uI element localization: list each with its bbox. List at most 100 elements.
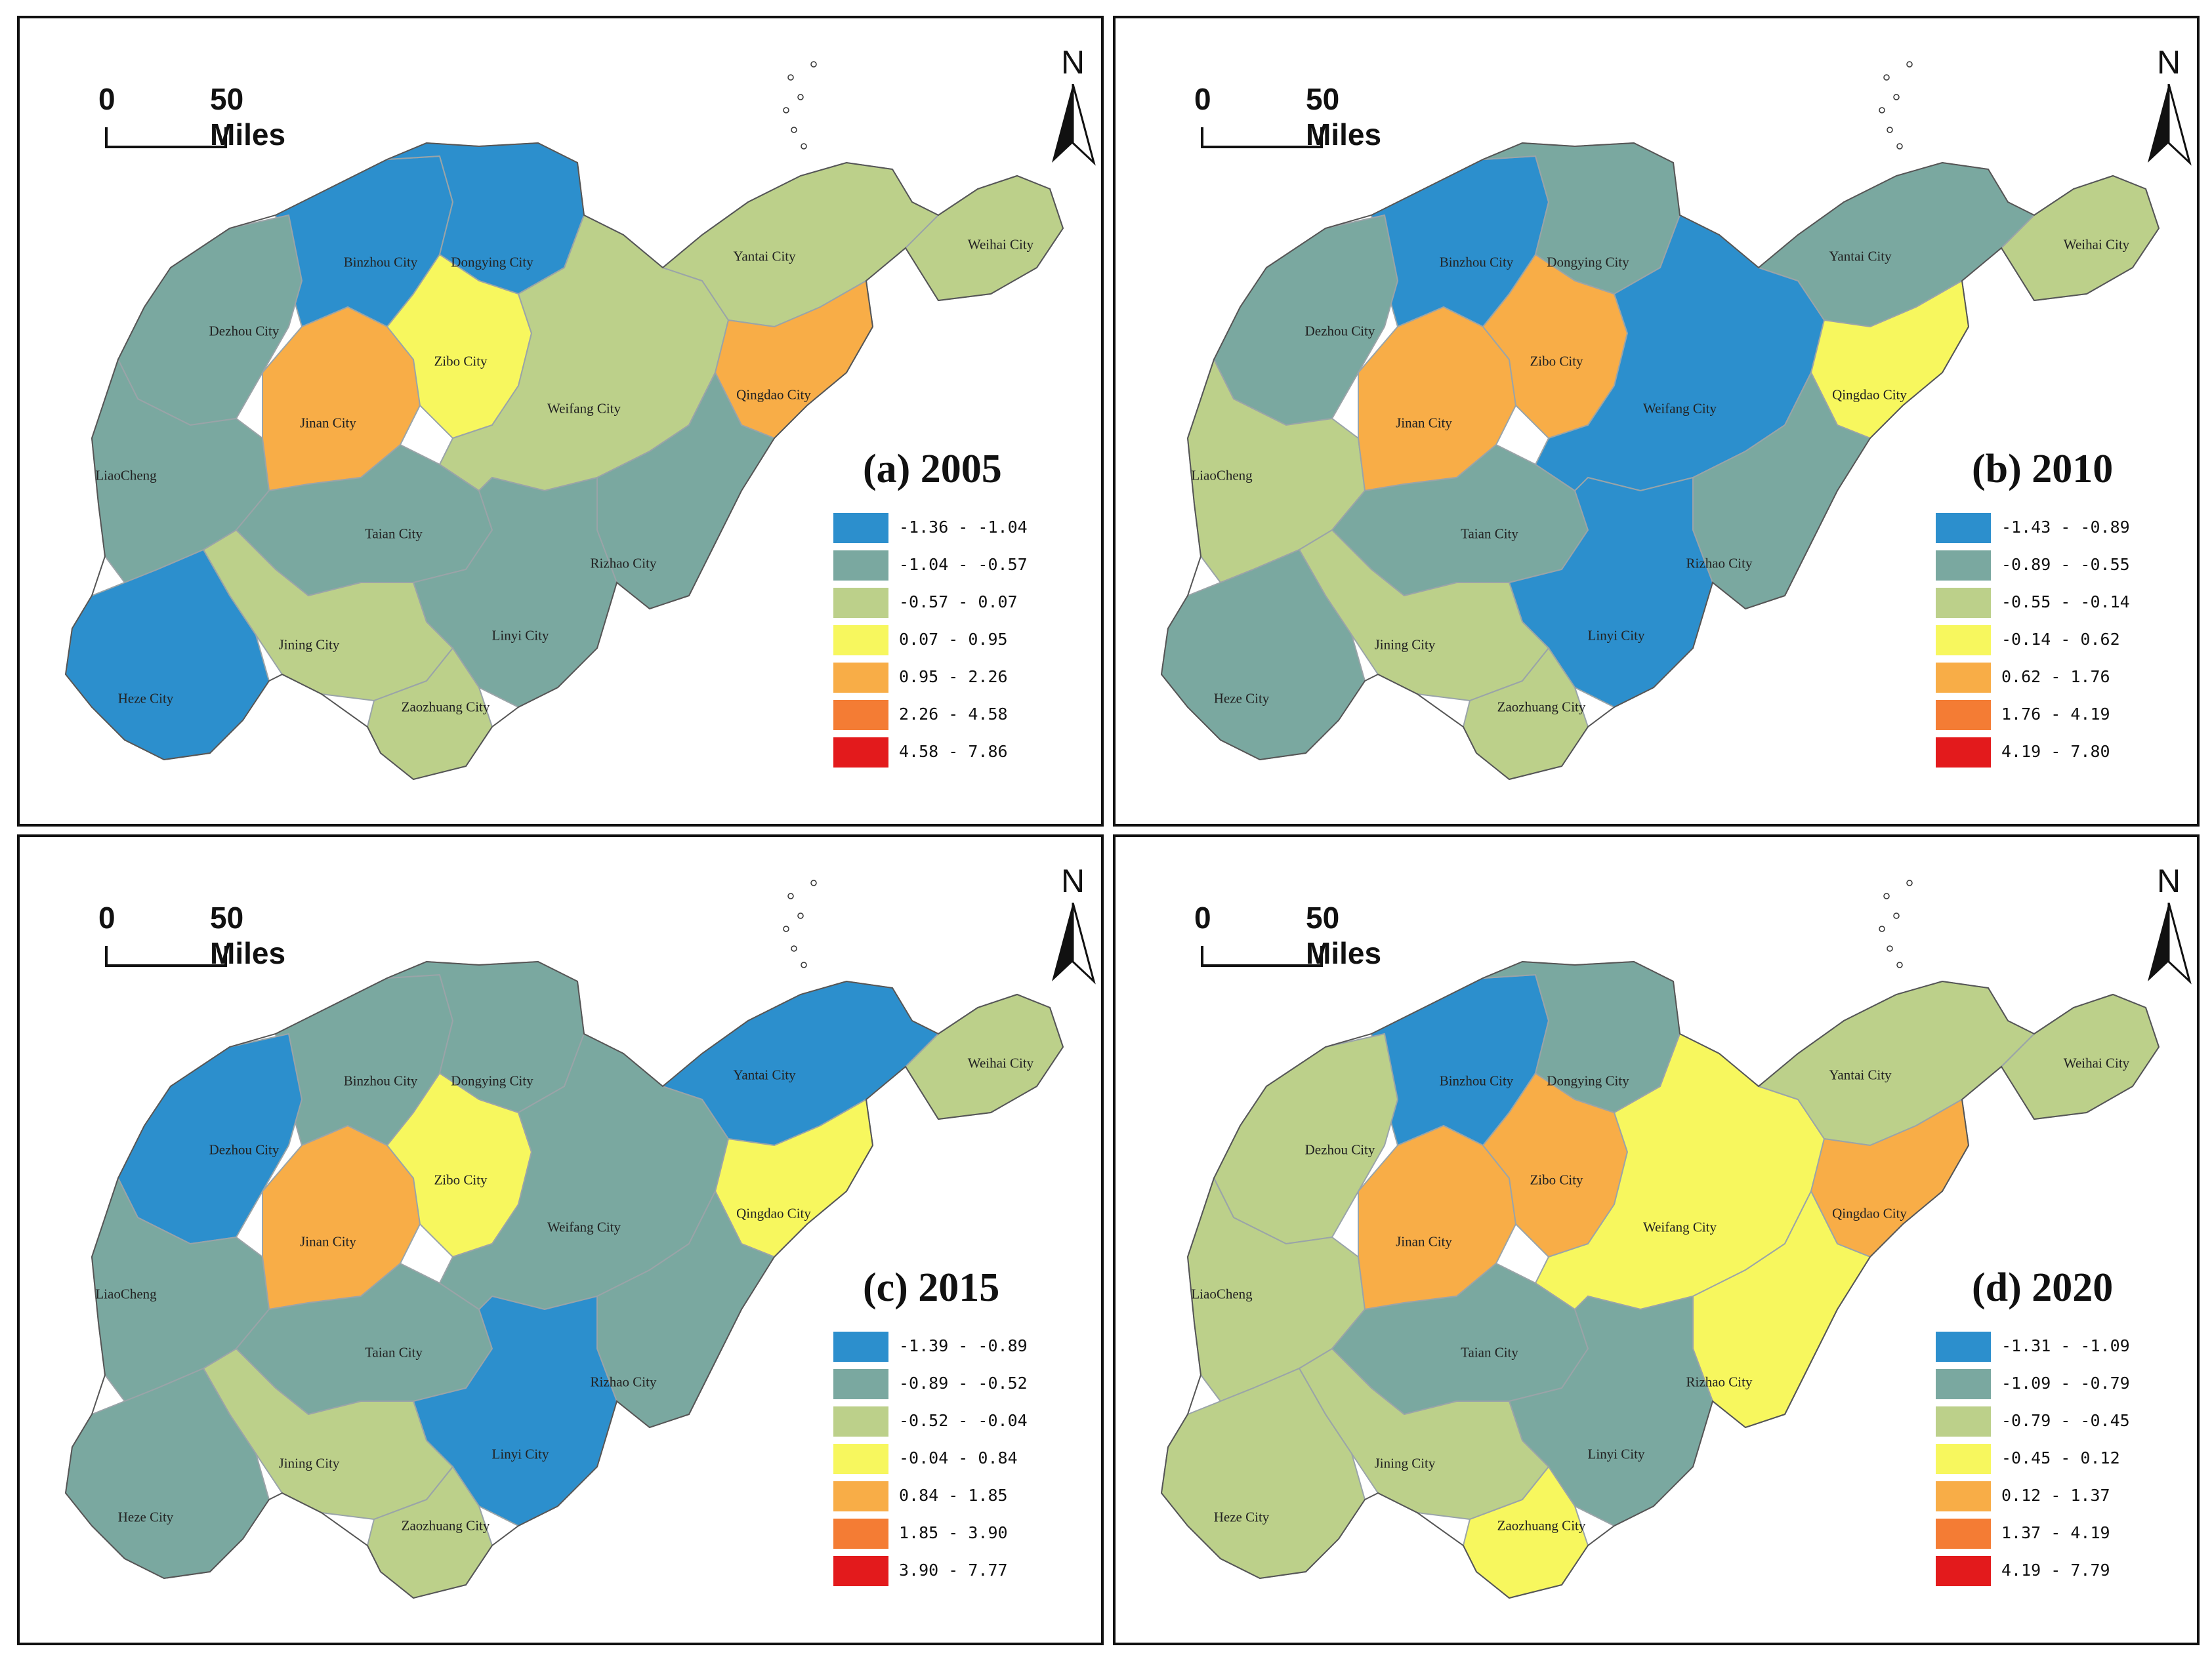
legend-label: -0.89 - -0.52 — [899, 1374, 1028, 1393]
city-label-qingdao: Qingdao City — [1832, 1205, 1907, 1221]
city-label-dezhou: Dezhou City — [1304, 1141, 1375, 1158]
legend-swatch — [1936, 1481, 1991, 1511]
legend-label: -1.36 - -1.04 — [899, 518, 1028, 537]
city-label-binzhou: Binzhou City — [343, 1073, 418, 1089]
scale-bar: 0 50 Miles — [79, 888, 315, 987]
island-2 — [783, 107, 789, 113]
island-1 — [797, 94, 804, 100]
legend-item: 0.84 - 1.85 — [833, 1479, 1096, 1516]
city-label-liaocheng: LiaoCheng — [95, 467, 157, 483]
island-5 — [801, 962, 807, 968]
legend-label: 1.85 - 3.90 — [899, 1523, 1008, 1542]
north-letter: N — [1060, 44, 1085, 81]
island-2 — [1879, 107, 1885, 113]
city-label-binzhou: Binzhou City — [1439, 1073, 1514, 1089]
city-label-yantai: Yantai City — [1829, 1067, 1892, 1083]
map-panel-3: 0 50 Miles N (c) 2015 -1.39 - -0.89 -0.89… — [17, 834, 1104, 1645]
legend-label: -1.39 - -0.89 — [899, 1336, 1028, 1355]
scale-line — [1201, 946, 1323, 967]
city-label-zibo: Zibo City — [434, 1172, 488, 1188]
city-label-zaozhuang: Zaozhuang City — [401, 699, 490, 715]
legend-item: 3.90 - 7.77 — [833, 1553, 1096, 1591]
scale-zero-label: 0 — [98, 82, 115, 116]
legend-swatch — [1936, 1556, 1991, 1586]
city-label-weihai: Weihai City — [967, 1055, 1034, 1071]
legend-item: -1.36 - -1.04 — [833, 510, 1096, 548]
legend-label: 0.95 - 2.26 — [899, 667, 1008, 686]
legend-swatch — [1936, 700, 1991, 730]
legend: -1.39 - -0.89 -0.89 - -0.52 -0.52 - -0.04 -… — [833, 1329, 1096, 1591]
legend-label: -0.89 - -0.55 — [2001, 555, 2130, 574]
legend-swatch — [1936, 1406, 1991, 1437]
city-label-qingdao: Qingdao City — [1832, 386, 1907, 403]
city-label-weifang: Weifang City — [547, 400, 621, 417]
city-label-zaozhuang: Zaozhuang City — [401, 1517, 490, 1534]
legend-swatch — [833, 1444, 888, 1474]
city-label-binzhou: Binzhou City — [343, 254, 418, 270]
city-label-zaozhuang: Zaozhuang City — [1497, 1517, 1586, 1534]
island-3 — [1906, 880, 1913, 886]
panel-title: (a) 2005 — [863, 447, 1002, 491]
legend-swatch — [833, 1519, 888, 1549]
legend-label: 2.26 - 4.58 — [899, 705, 1008, 724]
scale-zero-label: 0 — [1194, 82, 1211, 116]
city-label-heze: Heze City — [117, 1509, 174, 1525]
island-0 — [1883, 893, 1890, 899]
legend-swatch — [833, 1332, 888, 1362]
legend-label: 0.12 - 1.37 — [2001, 1486, 2110, 1505]
coastline — [1160, 960, 2160, 1599]
legend-item: 2.26 - 4.58 — [833, 697, 1096, 735]
city-label-linyi: Linyi City — [491, 1446, 549, 1462]
scale-distance-label: 50 Miles — [210, 901, 286, 970]
city-label-zibo: Zibo City — [1530, 1172, 1583, 1188]
legend-swatch — [1936, 663, 1991, 693]
city-label-taian: Taian City — [365, 525, 423, 542]
legend-item: -0.89 - -0.55 — [1936, 548, 2197, 585]
legend-item: -1.09 - -0.79 — [1936, 1366, 2197, 1404]
legend-label: -0.45 - 0.12 — [2001, 1448, 2120, 1467]
legend-swatch — [833, 1369, 888, 1399]
city-label-heze: Heze City — [1213, 690, 1270, 707]
north-arrow-icon — [2148, 84, 2192, 166]
coastline — [64, 960, 1064, 1599]
legend-swatch — [1936, 625, 1991, 655]
legend-swatch — [833, 663, 888, 693]
legend-item: 0.12 - 1.37 — [1936, 1479, 2197, 1516]
city-label-dongying: Dongying City — [451, 1073, 533, 1089]
island-0 — [787, 893, 794, 899]
city-label-weifang: Weifang City — [547, 1219, 621, 1235]
north-arrow: N — [1033, 862, 1101, 1006]
city-label-yantai: Yantai City — [733, 248, 796, 264]
city-label-jining: Jining City — [278, 636, 340, 653]
legend-label: -1.04 - -0.57 — [899, 555, 1028, 574]
map-panel-2: 0 50 Miles N (b) 2010 -1.43 - -0.89 -0.89… — [1113, 16, 2200, 827]
island-1 — [797, 912, 804, 919]
legend-swatch — [833, 588, 888, 618]
city-label-linyi: Linyi City — [1587, 1446, 1645, 1462]
city-label-heze: Heze City — [1213, 1509, 1270, 1525]
island-4 — [1887, 945, 1893, 952]
city-label-rizhao: Rizhao City — [1686, 555, 1753, 571]
island-1 — [1893, 912, 1900, 919]
legend-label: -1.09 - -0.79 — [2001, 1374, 2130, 1393]
island-5 — [801, 143, 807, 150]
island-5 — [1896, 143, 1903, 150]
city-label-jinan: Jinan City — [300, 415, 356, 431]
island-2 — [1879, 926, 1885, 932]
island-4 — [791, 945, 797, 952]
legend-item: -0.55 - -0.14 — [1936, 585, 2197, 623]
legend-item: 0.95 - 2.26 — [833, 660, 1096, 697]
city-label-linyi: Linyi City — [491, 627, 549, 644]
legend-label: -0.57 - 0.07 — [899, 592, 1018, 611]
city-label-rizhao: Rizhao City — [590, 1374, 657, 1390]
legend-item: 4.19 - 7.79 — [1936, 1553, 2197, 1591]
city-label-qingdao: Qingdao City — [736, 386, 811, 403]
legend: -1.36 - -1.04 -1.04 - -0.57 -0.57 - 0.07 0.… — [833, 510, 1096, 772]
legend-swatch — [1936, 737, 1991, 768]
north-letter: N — [1060, 863, 1085, 899]
city-label-dezhou: Dezhou City — [209, 1141, 280, 1158]
city-label-linyi: Linyi City — [1587, 627, 1645, 644]
city-label-binzhou: Binzhou City — [1439, 254, 1514, 270]
legend-label: -0.55 - -0.14 — [2001, 592, 2130, 611]
island-0 — [1883, 74, 1890, 81]
